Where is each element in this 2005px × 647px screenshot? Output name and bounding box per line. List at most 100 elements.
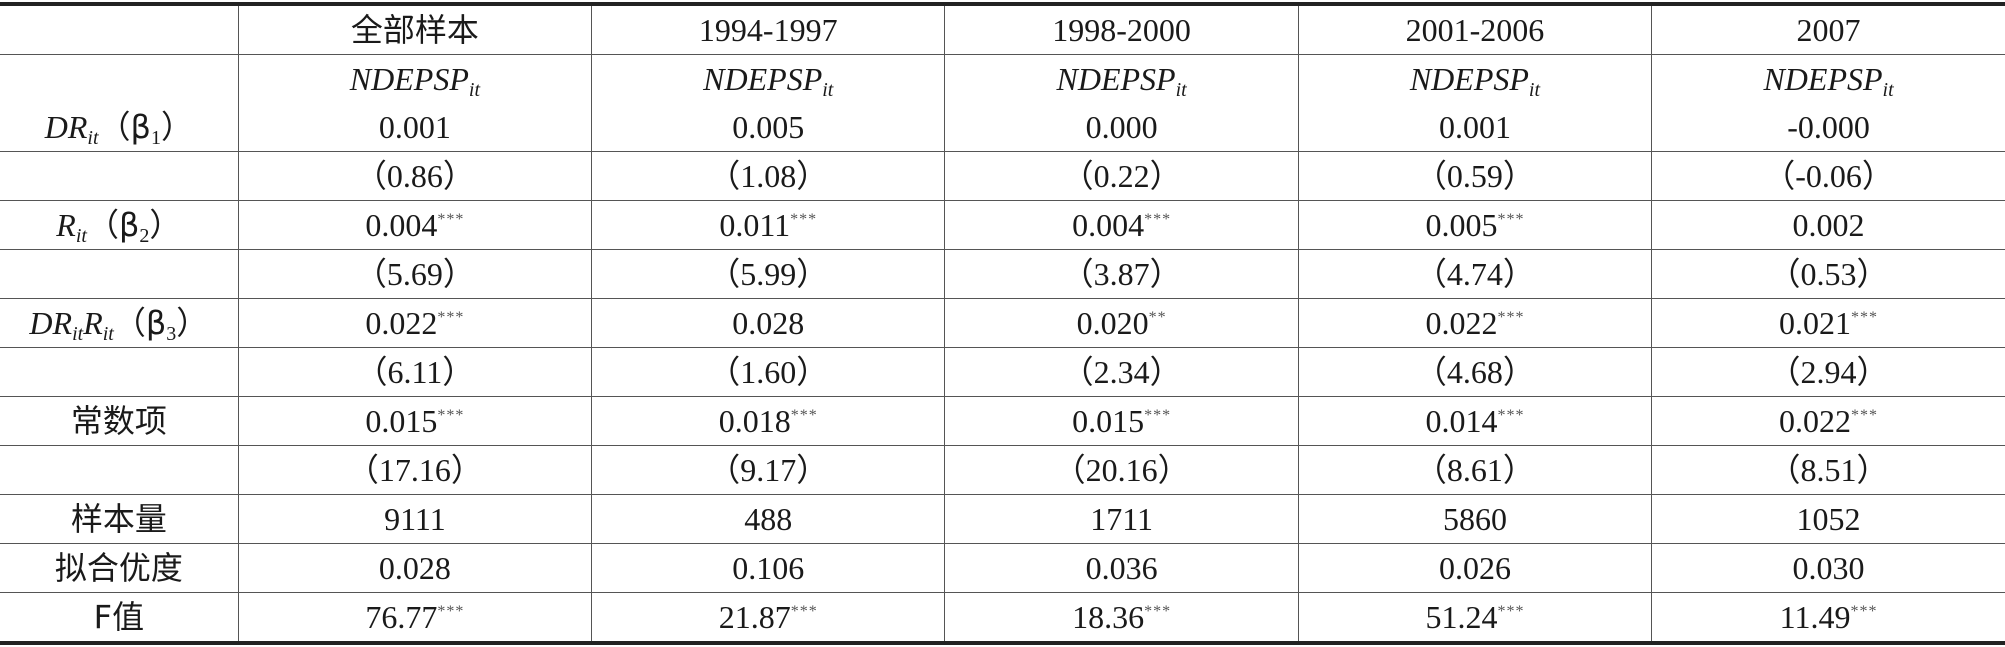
cell-value: 76.77 <box>365 599 438 635</box>
cell-value: 0.022 <box>1425 305 1498 341</box>
cell-value: 0.028 <box>732 305 805 341</box>
dependent-subscript: it <box>822 79 834 101</box>
table-row: Rit（β2） 0.004*** 0.011*** 0.004*** 0.005***… <box>0 200 2005 250</box>
table-cell: （5.69） <box>237 249 592 299</box>
header-row: 全部样本 1994-1997 1998-2000 2001-2006 2007 <box>0 4 2005 55</box>
beta-open: （β <box>86 206 140 244</box>
significance-stars: *** <box>790 211 818 228</box>
cell-value: 0.015 <box>1072 403 1145 439</box>
table-cell: 0.030 <box>1651 543 2005 593</box>
table-cell: （17.16） <box>237 445 592 495</box>
beta-subscript: 1 <box>150 127 161 149</box>
table-cell: （-0.06） <box>1651 151 2005 201</box>
significance-stars: *** <box>790 603 818 620</box>
dependent-subscript: it <box>1175 79 1187 101</box>
table-cell: 9111 <box>237 494 592 544</box>
significance-stars: *** <box>1497 603 1525 620</box>
row-label: DRitRit（β3） <box>0 298 239 348</box>
table-row: DRitRit（β3） 0.022*** 0.028 0.020** 0.022***… <box>0 298 2005 348</box>
table-cell: 0.004*** <box>237 200 592 250</box>
row-label: 样本量 <box>0 494 239 544</box>
row-label: F值 <box>0 592 239 643</box>
row-label <box>0 445 239 495</box>
table-cell: 0.000 <box>944 103 1299 152</box>
header-cell-period-2: 1998-2000 <box>944 4 1299 55</box>
header-cell-empty <box>0 4 238 55</box>
cell-value: 9111 <box>384 501 446 537</box>
significance-stars: *** <box>437 407 465 424</box>
table-cell: 5860 <box>1297 494 1652 544</box>
dependent-name: NDEPSP <box>1763 61 1883 97</box>
cell-value: （2.34） <box>1061 354 1182 390</box>
dependent-subscript: it <box>1882 79 1894 101</box>
variable-r: R <box>56 207 76 243</box>
cell-value: 0.026 <box>1438 550 1511 586</box>
cell-value: 21.87 <box>718 599 791 635</box>
cell-value: 0.030 <box>1792 550 1865 586</box>
table-row: DRit（β1） 0.001 0.005 0.000 0.001 -0.000 <box>0 103 2005 152</box>
beta-subscript: 2 <box>139 225 150 247</box>
significance-stars: *** <box>437 309 465 326</box>
variable-subscript: it <box>72 323 84 345</box>
table-cell: 0.001 <box>237 103 592 152</box>
table-cell: 1711 <box>944 494 1299 544</box>
variable-subscript: it <box>102 323 114 345</box>
header-cell-period-1: 1994-1997 <box>591 4 945 55</box>
header-cell-period-4: 2007 <box>1651 4 2005 55</box>
cell-value: 0.004 <box>365 207 438 243</box>
table-cell: 11.49*** <box>1651 592 2005 643</box>
cell-value: 0.004 <box>1072 207 1145 243</box>
cell-value: （0.86） <box>354 158 475 194</box>
table-cell: （8.61） <box>1297 445 1652 495</box>
table-cell: 0.036 <box>944 543 1299 593</box>
table-cell: 0.005 <box>591 103 945 152</box>
row-label <box>0 151 239 201</box>
table-cell: 0.015*** <box>944 396 1299 446</box>
table-cell: 1052 <box>1651 494 2005 544</box>
cell-value: （17.16） <box>346 452 483 488</box>
dependent-variable-row: NDEPSPit NDEPSPit NDEPSPit NDEPSPit NDEP… <box>0 54 2005 103</box>
cell-value: 11.49 <box>1779 599 1851 635</box>
cell-value: （4.68） <box>1414 354 1535 390</box>
dependent-cell: NDEPSPit <box>1651 54 2005 103</box>
cell-value: 0.036 <box>1085 550 1158 586</box>
table-cell: 0.106 <box>591 543 945 593</box>
cell-value: 5860 <box>1442 501 1507 537</box>
table-cell: 0.005*** <box>1297 200 1652 250</box>
dependent-subscript: it <box>468 79 481 101</box>
cell-value: （20.16） <box>1053 452 1190 488</box>
table-cell: 0.021*** <box>1651 298 2005 348</box>
table-cell: （3.87） <box>944 249 1299 299</box>
cell-value: （1.60） <box>708 354 829 390</box>
cell-value: （5.69） <box>354 256 475 292</box>
table-cell: 0.022*** <box>237 298 592 348</box>
cell-value: （0.22） <box>1061 158 1182 194</box>
table-row: 拟合优度 0.028 0.106 0.036 0.026 0.030 <box>0 543 2005 593</box>
table-cell: 0.015*** <box>237 396 592 446</box>
table-cell: 18.36*** <box>944 592 1299 643</box>
row-label <box>0 249 239 299</box>
table-cell: （5.99） <box>591 249 945 299</box>
beta-close: ） <box>160 108 193 146</box>
beta-close: ） <box>176 304 209 342</box>
cell-value: （0.53） <box>1768 256 1889 292</box>
cell-value: 0.020 <box>1076 305 1149 341</box>
dependent-cell: NDEPSPit <box>591 54 945 103</box>
table-cell: （9.17） <box>591 445 945 495</box>
variable-subscript: it <box>75 225 87 247</box>
table-cell: 76.77*** <box>237 592 592 643</box>
table-row: F值 76.77*** 21.87*** 18.36*** 51.24*** 11.49*… <box>0 592 2005 643</box>
significance-stars: *** <box>1497 309 1525 326</box>
table-cell: 0.022*** <box>1651 396 2005 446</box>
table-row: （5.69） （5.99） （3.87） （4.74） （0.53） <box>0 249 2005 299</box>
significance-stars: *** <box>1144 603 1172 620</box>
cell-value: 0.022 <box>365 305 438 341</box>
table-cell: 488 <box>591 494 945 544</box>
table-cell: 0.020** <box>944 298 1299 348</box>
table-row: （6.11） （1.60） （2.34） （4.68） （2.94） <box>0 347 2005 397</box>
header-cell-full-sample: 全部样本 <box>237 4 592 55</box>
dependent-cell: NDEPSPit <box>1297 54 1652 103</box>
cell-value: （2.94） <box>1768 354 1889 390</box>
